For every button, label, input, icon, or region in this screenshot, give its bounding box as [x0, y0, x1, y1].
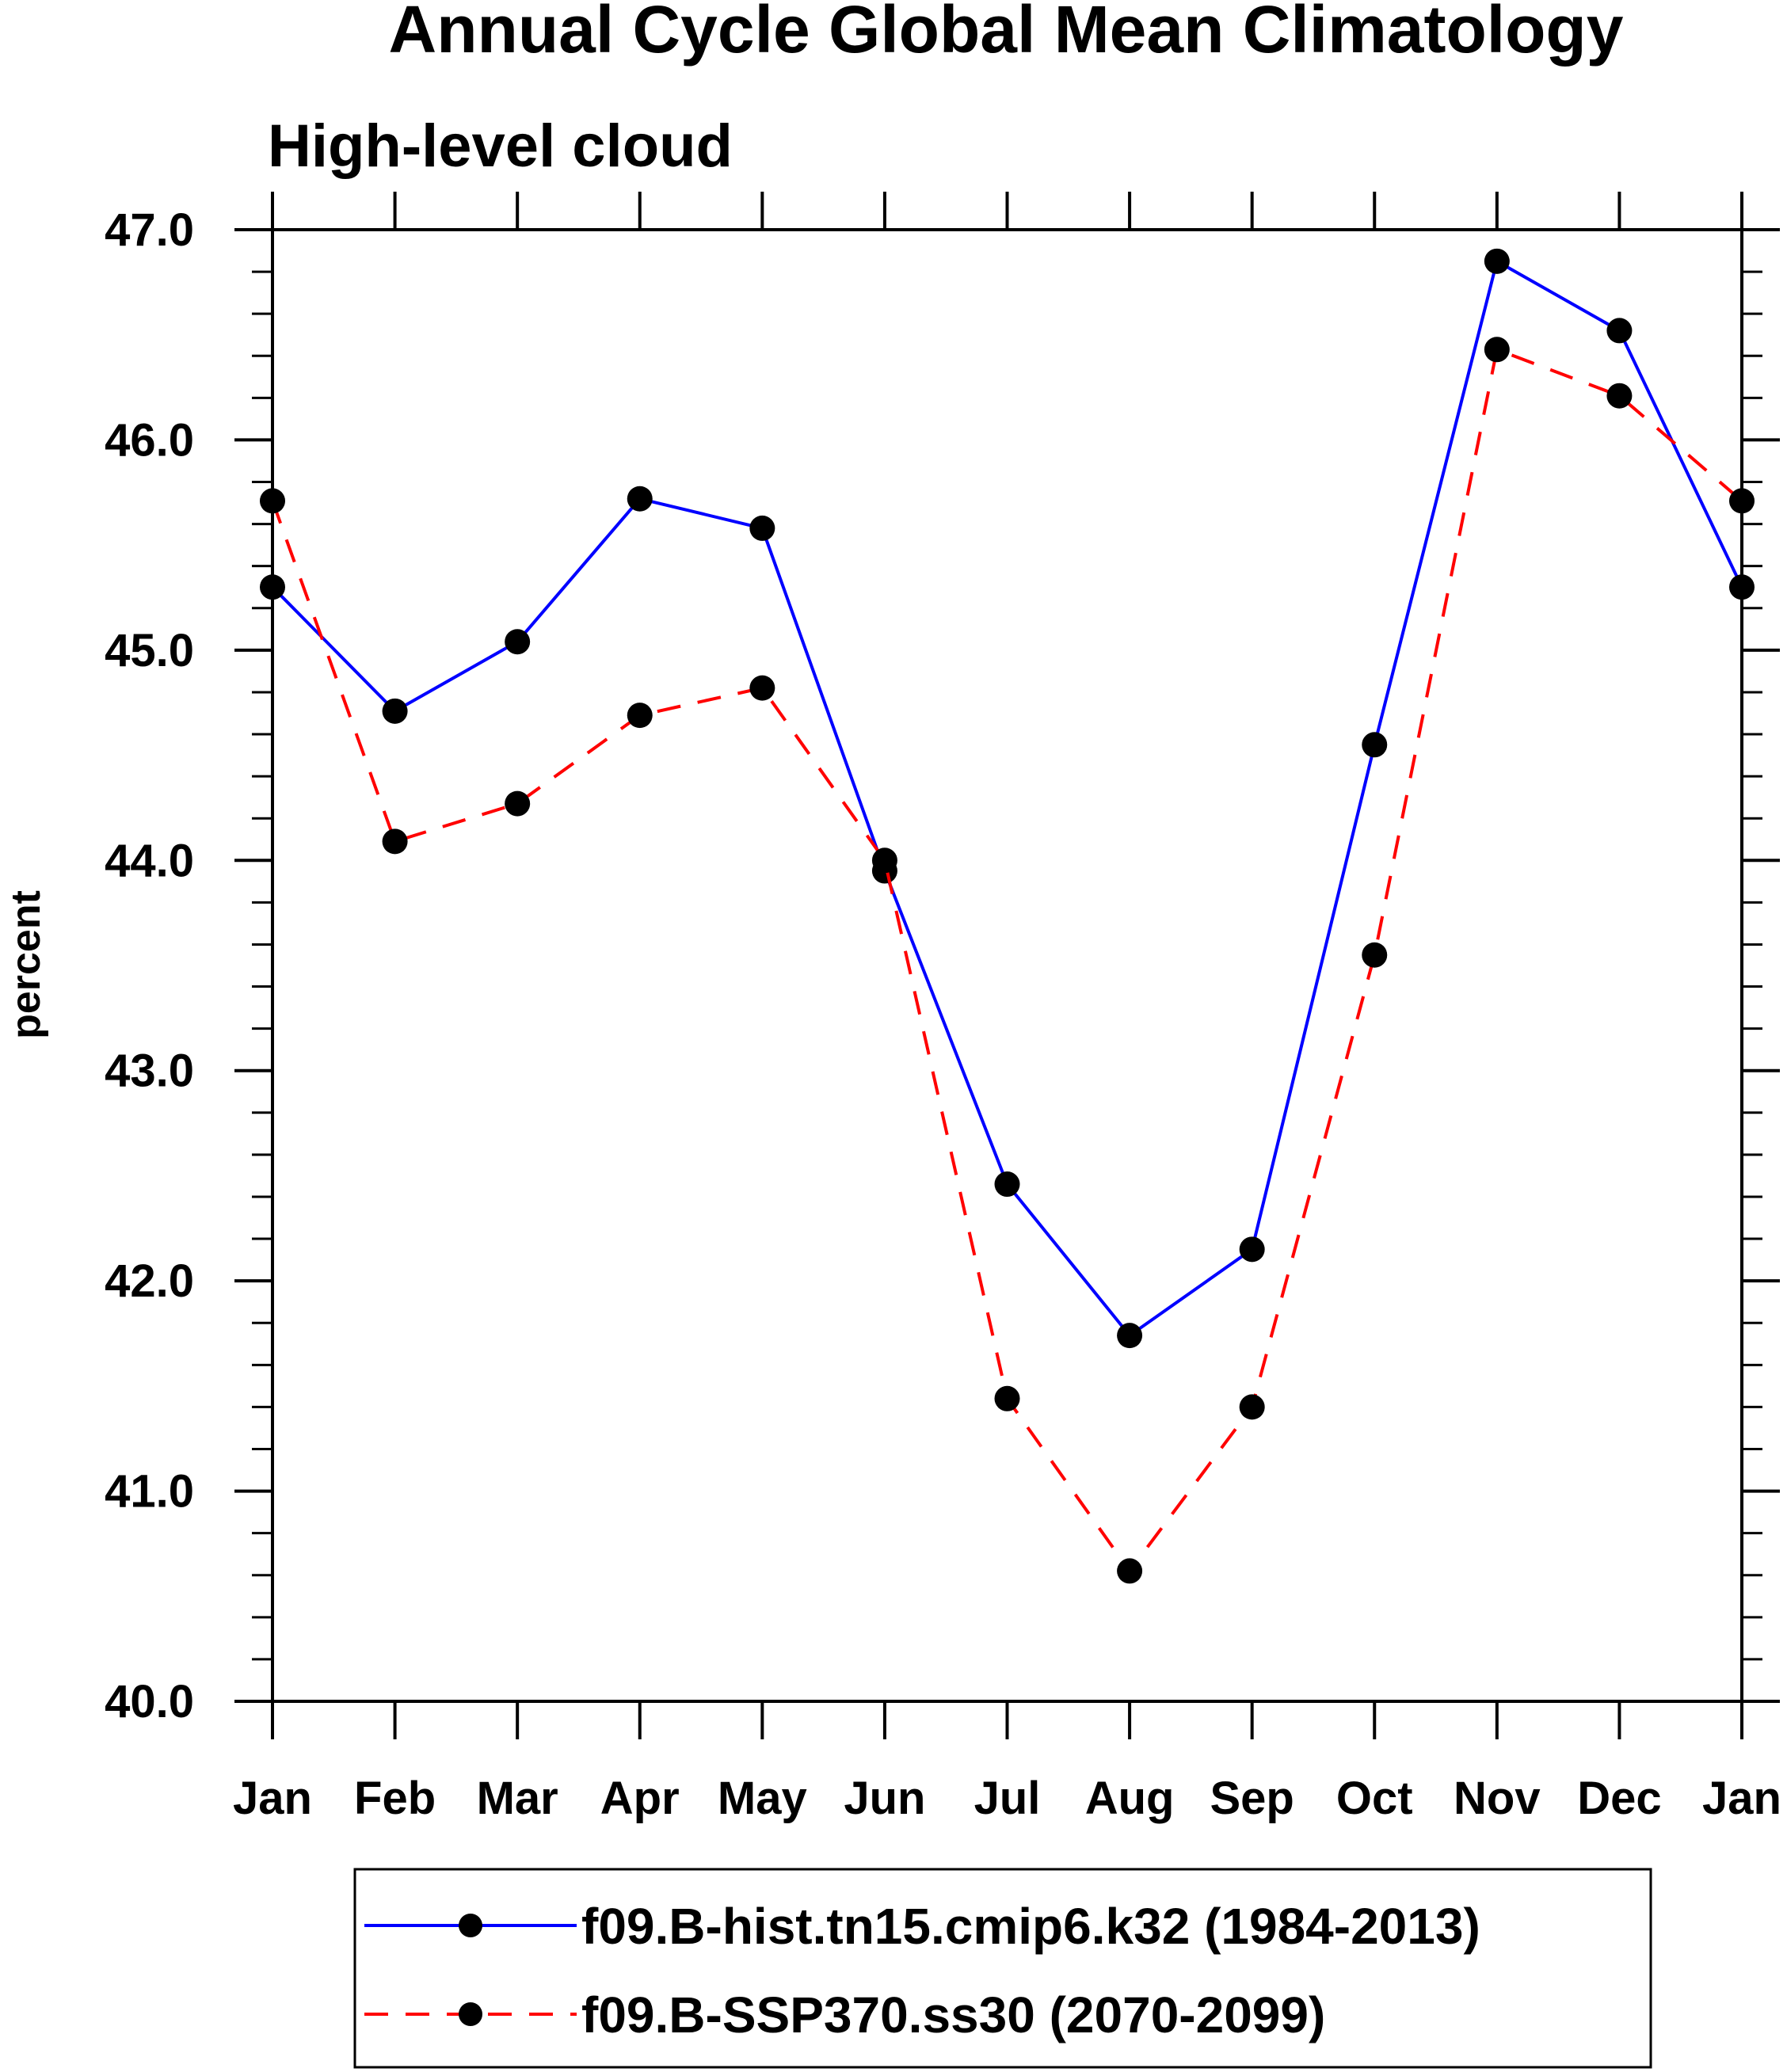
series-1-point-1 — [382, 828, 408, 855]
series-1-point-2 — [505, 790, 531, 817]
y-tick-label-3: 43.0 — [105, 1046, 194, 1097]
legend-label-hist: f09.B-hist.tn15.cmip6.k32 (1984-2013) — [581, 1898, 1480, 1955]
series-1-point-4 — [749, 675, 775, 701]
series-1-point-5 — [871, 847, 897, 874]
series-0-point-3 — [627, 486, 653, 512]
series-0-point-11 — [1606, 318, 1633, 344]
chart-subtitle: High-level cloud — [268, 112, 733, 180]
x-tick-label-3: Apr — [600, 1773, 680, 1824]
legend-marker-ssp370 — [459, 2002, 482, 2026]
series-1-point-7 — [1117, 1558, 1143, 1584]
plot-frame — [271, 228, 1743, 1703]
series-layer — [260, 248, 1755, 1584]
x-tick-label-9: Oct — [1336, 1773, 1413, 1824]
x-tick-label-12: Jan — [1702, 1773, 1781, 1824]
chart-title: Annual Cycle Global Mean Climatology — [389, 0, 1624, 67]
x-tick-label-0: Jan — [233, 1773, 312, 1824]
series-1-point-3 — [627, 703, 653, 729]
series-0-point-0 — [260, 574, 285, 600]
x-tick-label-2: Mar — [477, 1773, 558, 1824]
series-1-point-0 — [260, 488, 285, 514]
series-0-point-9 — [1362, 732, 1388, 758]
y-tick-label-7: 47.0 — [105, 204, 194, 256]
series-1-point-8 — [1239, 1394, 1265, 1420]
series-0-point-2 — [505, 629, 531, 655]
y-tick-label-2: 42.0 — [105, 1255, 194, 1307]
series-1-point-9 — [1362, 942, 1388, 968]
x-tick-label-8: Sep — [1210, 1773, 1294, 1824]
y-tick-label-0: 40.0 — [105, 1676, 194, 1727]
legend-marker-hist — [459, 1914, 482, 1937]
x-tick-label-5: Jun — [844, 1773, 925, 1824]
x-tick-label-1: Feb — [354, 1773, 436, 1824]
x-tick-label-10: Nov — [1454, 1773, 1541, 1824]
y-axis-label: percent — [3, 890, 49, 1039]
legend-box — [353, 1868, 1652, 2069]
series-0-point-1 — [382, 698, 408, 724]
series-1-point-11 — [1606, 383, 1633, 409]
series-0-point-12 — [1729, 574, 1755, 600]
x-tick-label-11: Dec — [1577, 1773, 1661, 1824]
series-1-point-12 — [1729, 488, 1755, 514]
series-0-point-4 — [749, 515, 775, 541]
series-0-point-10 — [1484, 248, 1510, 274]
series-0-point-8 — [1239, 1236, 1265, 1263]
series-0-point-7 — [1117, 1323, 1143, 1349]
y-tick-label-5: 45.0 — [105, 625, 194, 676]
x-tick-label-4: May — [718, 1773, 807, 1824]
series-0-point-6 — [994, 1171, 1020, 1198]
axes-layer: Jan Feb Mar Apr May Jun Jul Aug Sep Oct Nov Dec Jan 4… — [105, 192, 1781, 1824]
x-tick-label-6: Jul — [974, 1773, 1041, 1824]
series-1-point-10 — [1484, 337, 1510, 363]
y-tick-label-1: 41.0 — [105, 1466, 194, 1518]
series-1-point-6 — [994, 1385, 1020, 1411]
x-tick-label-7: Aug — [1085, 1773, 1175, 1824]
y-tick-label-6: 46.0 — [105, 414, 194, 466]
legend-label-ssp370: f09.B-SSP370.ss30 (2070-2099) — [581, 1986, 1325, 2043]
y-tick-label-4: 44.0 — [105, 835, 194, 886]
legend: f09.B-hist.tn15.cmip6.k32 (1984-2013) f0… — [353, 1868, 1652, 2069]
